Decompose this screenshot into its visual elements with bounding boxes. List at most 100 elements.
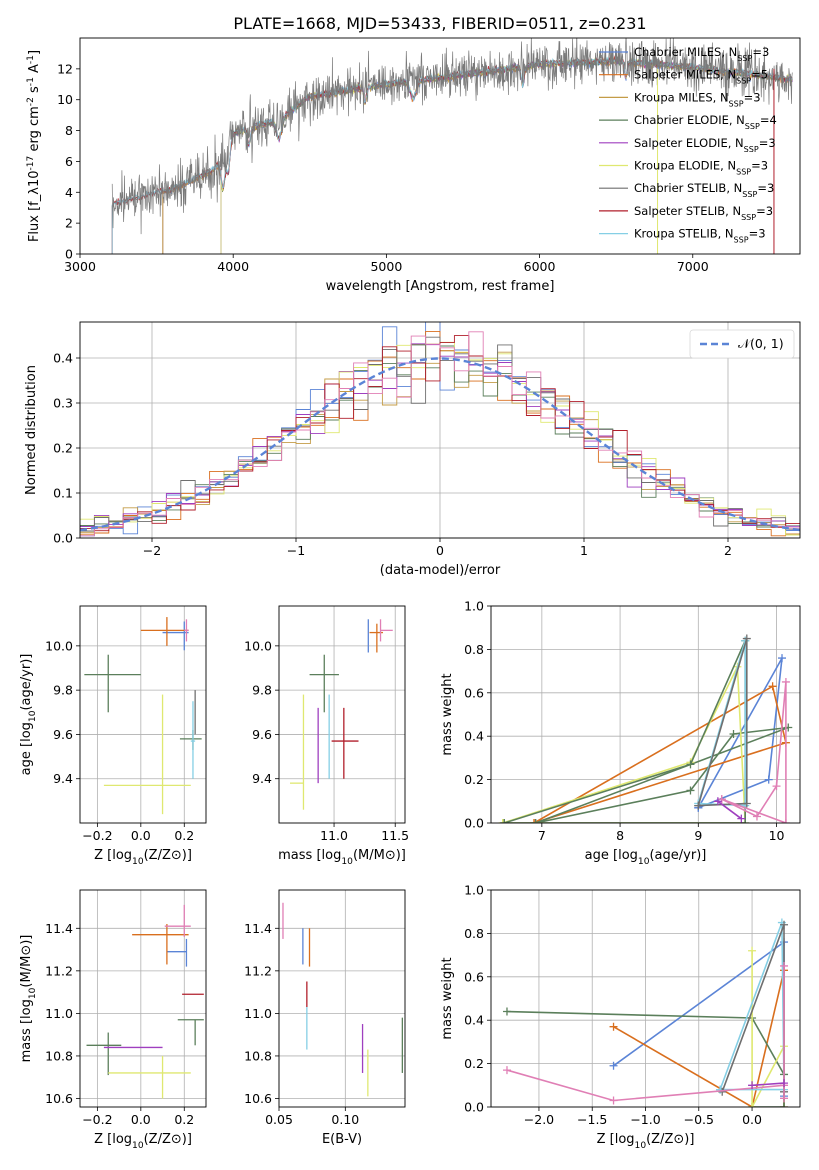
y-tick-label: 0.4 — [53, 351, 73, 366]
y-tick-label: 0.6 — [464, 969, 484, 984]
x-axis-label: age [log10(age/yr)] — [585, 848, 707, 867]
x-tick-label: 11.0 — [320, 828, 348, 843]
y-tick-label: 0.3 — [53, 396, 73, 411]
weight-line — [502, 663, 747, 823]
weight-marker — [764, 775, 773, 784]
spectrum-model-line — [111, 56, 793, 254]
weight-marker — [686, 786, 695, 795]
y-tick-label: 9.6 — [53, 727, 73, 742]
legend-label: 𝒩(0, 1) — [738, 336, 784, 351]
y-axis-label: age [log10(age/yr)] — [19, 654, 38, 776]
y-tick-label: 0 — [65, 247, 73, 262]
y-tick-label: 0.2 — [53, 441, 73, 456]
x-tick-label: 7000 — [677, 259, 709, 274]
x-tick-label: 1 — [580, 543, 588, 558]
x-tick-label: 0.05 — [265, 1112, 293, 1127]
panel-z-weight: −2.0 −1.5 −1.0 −0.5 0.0 0.0 0.2 0.4 0.6 0.8 1.0 Z [… — [440, 883, 801, 1151]
y-axis-label: Normed distribution — [24, 365, 39, 495]
x-tick-label: −1.0 — [630, 1112, 660, 1127]
spectrum-model-line — [111, 57, 793, 254]
x-axis-label: mass [log10(M/M⊙)] — [278, 848, 406, 867]
weight-marker — [768, 682, 777, 691]
weight-marker — [609, 1061, 618, 1070]
panel-z-mass: −0.2 0.0 0.2 10.6 10.8 11.0 11.2 11.4 Z [log10(Z… — [19, 889, 207, 1151]
y-axis-label: mass [log10(M/M⊙)] — [19, 935, 38, 1063]
weight-marker — [498, 819, 507, 823]
weight-marker — [609, 1022, 618, 1031]
y-tick-label: 12 — [57, 61, 73, 76]
y-tick-label: 0.0 — [53, 531, 73, 546]
y-tick-label: 10.0 — [244, 638, 272, 653]
axes-frame — [79, 605, 207, 824]
x-tick-label: −0.2 — [82, 828, 112, 843]
y-tick-label: 9.8 — [53, 683, 73, 698]
weight-marker — [502, 1007, 511, 1016]
histogram-step — [80, 335, 800, 532]
y-tick-label: 9.6 — [252, 727, 272, 742]
legend-label: Kroupa STELIB, NSSP=3 — [634, 227, 766, 245]
weight-marker — [772, 782, 781, 791]
y-axis-label: Flux [f_λ10-17 erg cm-2 s-1 A-1] — [26, 50, 42, 242]
weight-marker — [742, 799, 751, 808]
plot-area — [502, 918, 789, 1107]
weight-marker — [531, 819, 540, 823]
legend-label: Salpeter STELIB, NSSP=3 — [634, 204, 773, 222]
weight-marker — [686, 760, 695, 769]
x-tick-label: −0.5 — [684, 1112, 714, 1127]
x-tick-label: 7 — [538, 828, 546, 843]
legend-label: Chabrier ELODIE, NSSP=4 — [634, 113, 777, 131]
weight-marker — [778, 654, 787, 663]
x-tick-label: −1.5 — [577, 1112, 607, 1127]
y-tick-label: 4 — [65, 185, 73, 200]
legend-label: Salpeter ELODIE, NSSP=3 — [634, 136, 776, 154]
weight-marker — [741, 819, 750, 823]
x-tick-label: 0 — [436, 543, 444, 558]
y-tick-label: 10 — [57, 92, 73, 107]
x-tick-label: 0.10 — [331, 1112, 359, 1127]
weight-line — [535, 726, 789, 823]
axes-frame — [79, 889, 207, 1108]
x-tick-label: 0.2 — [174, 828, 194, 843]
x-axis-label: Z [log10(Z/Z⊙)] — [597, 1132, 695, 1151]
y-tick-label: 10.8 — [45, 1048, 73, 1063]
panel-mass-age: 11.0 11.5 9.4 9.6 9.8 10.0 mass [log10(M/M⊙)] — [244, 605, 409, 867]
y-tick-label: 0.1 — [53, 486, 73, 501]
x-tick-label: 8 — [616, 828, 624, 843]
y-tick-label: 10.8 — [244, 1048, 272, 1063]
legend: Chabrier MILES, NSSP=3 Salpeter MILES, NS… — [599, 45, 777, 244]
y-tick-label: 11.4 — [244, 921, 272, 936]
y-tick-label: 0.0 — [464, 1100, 484, 1115]
y-axis-label: mass weight — [440, 673, 455, 755]
y-tick-label: 11.2 — [45, 963, 73, 978]
weight-marker — [737, 814, 746, 823]
y-tick-label: 6 — [65, 154, 73, 169]
weight-marker — [780, 920, 789, 929]
weight-line — [719, 922, 785, 1091]
weight-marker — [748, 946, 757, 955]
weight-marker — [748, 1081, 757, 1090]
y-tick-label: 10.6 — [45, 1091, 73, 1106]
weight-marker — [780, 1094, 789, 1103]
weight-line — [717, 800, 742, 820]
x-tick-label: 0.2 — [174, 1112, 194, 1127]
legend-label: Kroupa MILES, NSSP=3 — [634, 90, 761, 108]
y-tick-label: 0.8 — [464, 642, 484, 657]
plot-area — [111, 38, 793, 254]
y-tick-label: 0.8 — [464, 926, 484, 941]
y-tick-label: 9.8 — [252, 683, 272, 698]
panel-age-weight: 7 8 9 10 0.0 0.2 0.4 0.6 0.8 1.0 age [log10(age/yr… — [440, 599, 801, 867]
y-tick-label: 11.4 — [45, 921, 73, 936]
y-tick-label: 0.0 — [464, 816, 484, 831]
y-tick-label: 0.2 — [464, 1056, 484, 1071]
x-tick-label: −2 — [143, 543, 161, 558]
legend: 𝒩(0, 1) — [689, 329, 795, 359]
x-tick-label: 9 — [694, 828, 702, 843]
x-tick-label: 0.0 — [131, 828, 151, 843]
plot-area — [498, 634, 793, 823]
weight-marker — [694, 801, 703, 810]
y-tick-label: 11.0 — [45, 1006, 73, 1021]
y-tick-label: 0.4 — [464, 1013, 484, 1028]
axes-frame — [79, 321, 801, 539]
y-tick-label: 10.6 — [244, 1091, 272, 1106]
